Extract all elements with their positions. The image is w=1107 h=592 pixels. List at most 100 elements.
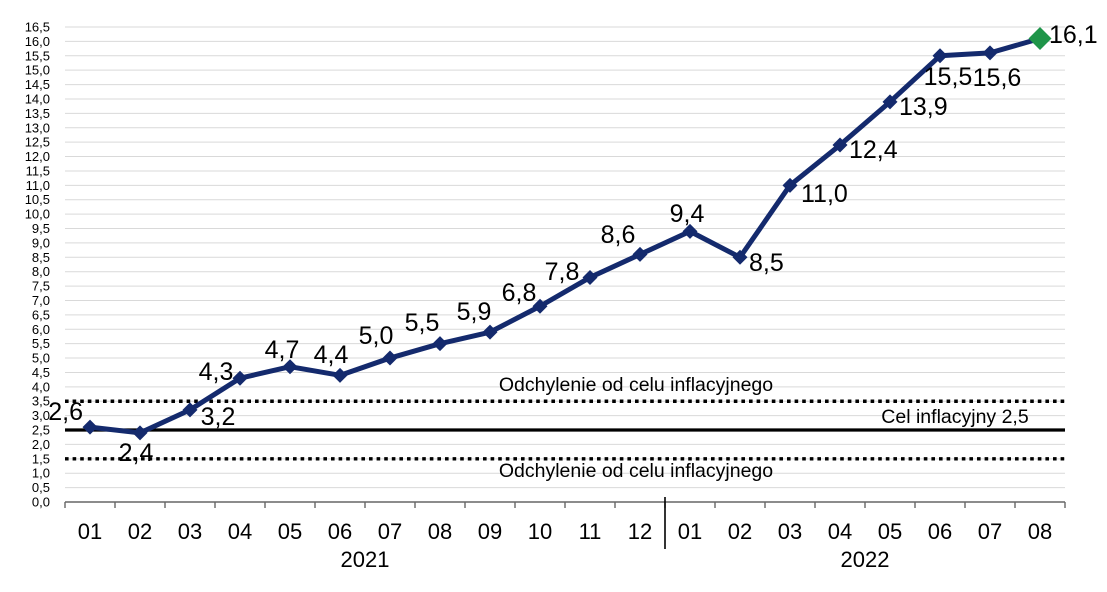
x-axis-month-label: 02 xyxy=(128,519,152,544)
data-point-marker xyxy=(932,48,948,64)
x-axis-month-label: 01 xyxy=(78,519,102,544)
data-point-label: 4,7 xyxy=(265,336,300,364)
y-axis-tick-label: 4,0 xyxy=(32,379,50,394)
y-axis-tick-label: 10,0 xyxy=(25,207,50,222)
data-point-label: 11,0 xyxy=(801,180,848,208)
data-point-label: 4,4 xyxy=(314,341,349,369)
x-axis-month-label: 01 xyxy=(678,519,702,544)
data-point-label: 7,8 xyxy=(545,258,580,286)
y-axis-tick-label: 8,0 xyxy=(32,264,50,279)
x-axis-month-label: 02 xyxy=(728,519,752,544)
deviation-band-label: Odchylenie od celu inflacyjnego xyxy=(499,374,773,396)
x-axis-month-label: 05 xyxy=(878,519,902,544)
y-axis-tick-label: 12,0 xyxy=(25,149,50,164)
latest-data-point-marker xyxy=(1028,27,1052,51)
y-axis-tick-label: 3,5 xyxy=(32,394,50,409)
x-axis-month-label: 03 xyxy=(178,519,202,544)
data-point-marker xyxy=(582,269,598,285)
y-axis-tick-label: 16,5 xyxy=(25,20,50,35)
y-axis-tick-label: 1,0 xyxy=(32,466,50,481)
x-axis-month-label: 04 xyxy=(228,519,252,544)
y-axis-tick-label: 4,5 xyxy=(32,365,50,380)
x-axis-month-label: 07 xyxy=(378,519,402,544)
x-axis-month-label: 09 xyxy=(478,519,502,544)
y-axis-tick-label: 15,5 xyxy=(25,48,50,63)
y-axis-tick-label: 14,0 xyxy=(25,91,50,106)
cpi-line xyxy=(87,36,1043,436)
x-axis-month-label: 04 xyxy=(828,519,852,544)
y-axis-tick-label: 16,0 xyxy=(25,34,50,49)
y-axis-tick-label: 12,5 xyxy=(25,135,50,150)
data-point-label: 16,1 xyxy=(1049,21,1098,49)
x-axis-month-label: 07 xyxy=(978,519,1002,544)
x-axis-month-label: 06 xyxy=(928,519,952,544)
data-point-label: 2,4 xyxy=(119,439,154,467)
y-axis-tick-label: 13,5 xyxy=(25,106,50,121)
y-axis-tick-label: 1,5 xyxy=(32,451,50,466)
data-point-marker xyxy=(632,246,648,262)
data-point-label: 5,0 xyxy=(359,322,394,350)
data-point-label: 6,8 xyxy=(502,279,537,307)
data-point-marker xyxy=(482,324,498,340)
y-axis-tick-label: 2,0 xyxy=(32,437,50,452)
x-axis-year-label: 2021 xyxy=(341,547,390,572)
y-axis-tick-label: 5,5 xyxy=(32,336,50,351)
y-axis-tick-label: 15,0 xyxy=(25,63,50,78)
x-axis-month-label: 12 xyxy=(628,519,652,544)
y-axis-tick-label: 11,0 xyxy=(26,178,50,193)
data-point-label: 12,4 xyxy=(849,136,898,164)
y-axis-tick-label: 6,0 xyxy=(32,322,50,337)
data-point-marker xyxy=(832,137,848,153)
x-axis-month-label: 06 xyxy=(328,519,352,544)
data-point-marker xyxy=(182,402,198,418)
y-axis-tick-label: 10,5 xyxy=(25,192,50,207)
data-point-label: 4,3 xyxy=(199,358,234,386)
data-point-marker xyxy=(982,45,998,61)
x-axis-month-label: 11 xyxy=(579,519,602,544)
y-axis-tick-label: 2,5 xyxy=(32,423,50,438)
y-axis-tick-label: 0,5 xyxy=(32,480,50,495)
x-axis-month-label: 05 xyxy=(278,519,302,544)
data-point-marker xyxy=(132,425,148,441)
y-axis-tick-label: 7,5 xyxy=(32,279,50,294)
y-axis-tick-label: 11,5 xyxy=(26,163,50,178)
data-point-marker xyxy=(782,177,798,193)
y-axis-tick-label: 9,5 xyxy=(32,221,50,236)
data-point-marker xyxy=(82,419,98,435)
y-axis-tick-label: 14,5 xyxy=(25,77,50,92)
y-axis-tick-label: 13,0 xyxy=(25,120,50,135)
data-point-marker xyxy=(732,249,748,265)
inflation-target-label: Cel inflacyjny 2,5 xyxy=(881,406,1029,428)
data-point-marker xyxy=(382,350,398,366)
data-point-label: 3,2 xyxy=(201,403,236,431)
y-axis-tick-label: 9,0 xyxy=(32,235,50,250)
data-point-label: 8,6 xyxy=(601,221,636,249)
y-axis-tick-label: 6,5 xyxy=(32,307,50,322)
data-point-marker xyxy=(682,223,698,239)
data-point-marker xyxy=(232,370,248,386)
data-point-marker xyxy=(532,298,548,314)
data-point-label: 2,6 xyxy=(48,398,83,426)
x-axis-year-label: 2022 xyxy=(841,547,890,572)
x-axis-month-label: 08 xyxy=(428,519,452,544)
x-axis-month-label: 10 xyxy=(528,519,552,544)
x-axis-month-label: 08 xyxy=(1028,519,1052,544)
y-axis-tick-label: 5,0 xyxy=(32,351,50,366)
data-point-label: 13,9 xyxy=(899,93,948,121)
data-point-label: 15,6 xyxy=(973,64,1022,92)
data-point-marker xyxy=(432,336,448,352)
data-point-label: 15,5 xyxy=(924,63,973,91)
y-axis-tick-label: 7,0 xyxy=(32,293,50,308)
y-axis-tick-label: 8,5 xyxy=(32,250,50,265)
data-point-label: 8,5 xyxy=(749,249,784,277)
y-axis-tick-label: 0,0 xyxy=(32,495,50,510)
data-point-marker xyxy=(332,367,348,383)
deviation-band-label: Odchylenie od celu inflacyjnego xyxy=(499,460,773,482)
data-point-marker xyxy=(882,94,898,110)
y-axis-tick-label: 3,0 xyxy=(32,408,50,423)
data-point-label: 9,4 xyxy=(670,200,705,228)
data-point-marker xyxy=(282,359,298,375)
x-axis-month-label: 03 xyxy=(778,519,802,544)
